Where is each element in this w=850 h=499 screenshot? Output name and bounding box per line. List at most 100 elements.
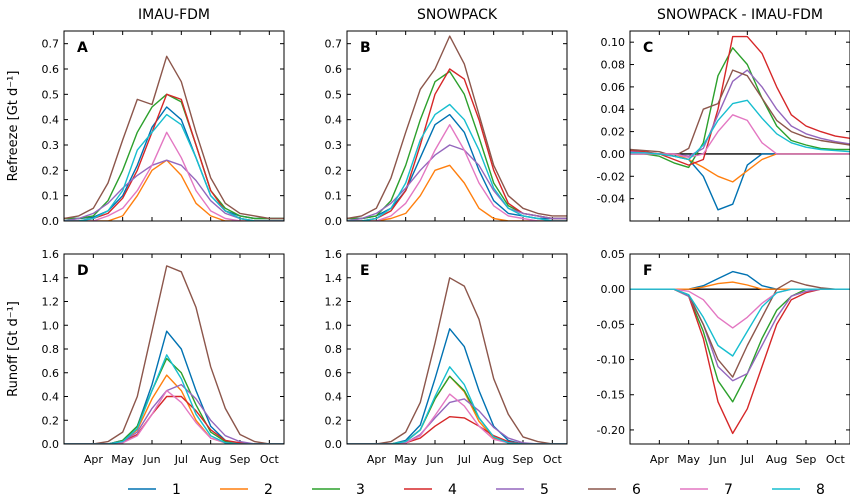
series-line-8 <box>64 113 284 221</box>
y-tick-label: 0.6 <box>42 63 60 76</box>
y-tick-label: 1.4 <box>42 272 60 285</box>
series-line-4 <box>347 416 567 444</box>
x-tick-label: Aug <box>200 453 221 466</box>
series-line-5 <box>347 144 567 221</box>
series-line-7 <box>64 131 284 221</box>
axes-frame <box>346 30 568 222</box>
y-tick-label: 0.5 <box>42 88 60 101</box>
panel-label: E <box>360 263 370 279</box>
y-tick-label: 1.6 <box>325 248 343 261</box>
y-tick-label: 0.5 <box>325 88 343 101</box>
y-tick-label: 0.0 <box>42 438 60 451</box>
series-line-5 <box>347 398 567 444</box>
series-line-1 <box>347 113 567 220</box>
x-tick-label: Jul <box>740 453 754 466</box>
series-line-4 <box>630 35 850 166</box>
legend-label-7: 7 <box>724 482 733 498</box>
series-line-3 <box>347 70 567 220</box>
y-tick-label: 0.7 <box>42 38 60 51</box>
series-line-1 <box>347 328 567 444</box>
axes-frame <box>629 30 850 222</box>
panel-label: C <box>643 40 653 56</box>
series-line-8 <box>64 354 284 444</box>
y-tick-label: 0.0 <box>42 215 60 228</box>
series-line-8 <box>630 99 850 161</box>
x-tick-label: Apr <box>650 453 670 466</box>
legend-label-4: 4 <box>448 482 457 498</box>
series-line-7 <box>347 393 567 444</box>
panel-label: D <box>77 263 89 279</box>
series-line-1 <box>64 330 284 444</box>
series-line-3 <box>347 375 567 444</box>
series-line-6 <box>347 277 567 444</box>
y-tick-label: 0.6 <box>42 367 60 380</box>
x-tick-label: May <box>394 453 417 466</box>
y-tick-label: -0.04 <box>597 193 625 206</box>
y-tick-label: 1.2 <box>325 296 343 309</box>
x-tick-label: Jun <box>142 453 160 466</box>
x-tick-label: Jul <box>457 453 471 466</box>
y-tick-label: 0.00 <box>601 148 626 161</box>
panel-D: 0.0 0.2 0.4 0.6 0.8 1.0 1.2 1.4 1.6 Apr May Jun Jul A… <box>6 248 285 466</box>
y-tick-label: -0.20 <box>597 424 625 437</box>
y-tick-label: 0.2 <box>325 164 343 177</box>
y-tick-label: 0.08 <box>601 59 626 72</box>
x-tick-label: Jun <box>708 453 726 466</box>
series-line-2 <box>64 374 284 444</box>
series-line-3 <box>64 357 284 444</box>
y-tick-label: 1.0 <box>325 319 343 332</box>
y-tick-label: 0.6 <box>325 367 343 380</box>
legend-label-2: 2 <box>264 482 273 498</box>
series-line-6 <box>630 69 850 157</box>
axes-frame <box>63 253 285 445</box>
panel-E: 0.0 0.2 0.4 0.6 0.8 1.0 1.2 1.4 1.6 Apr May Jun Jul A… <box>325 248 568 466</box>
x-tick-label: Jun <box>425 453 443 466</box>
panel-A: 0.0 0.1 0.2 0.3 0.4 0.5 0.6 0.7 A Refreeze [Gt d⁻… <box>6 30 285 228</box>
series-line-5 <box>64 383 284 444</box>
x-tick-label: Apr <box>367 453 387 466</box>
y-tick-label: 0.2 <box>42 164 60 177</box>
panel-label: B <box>360 40 371 56</box>
series-group <box>347 277 567 444</box>
y-tick-label: 0.6 <box>325 63 343 76</box>
y-tick-label: 0.06 <box>601 81 626 94</box>
series-line-6 <box>630 280 850 378</box>
series-line-8 <box>630 288 850 357</box>
x-tick-label: May <box>111 453 134 466</box>
y-tick-label: -0.15 <box>597 389 625 402</box>
series-line-2 <box>64 159 284 221</box>
axes-frame <box>63 30 285 222</box>
y-tick-label: 0.04 <box>601 103 626 116</box>
series-line-4 <box>347 68 567 221</box>
y-tick-label: 0.00 <box>601 283 626 296</box>
y-tick-label: 1.2 <box>42 296 60 309</box>
series-line-5 <box>630 288 850 382</box>
y-tick-label: 0.10 <box>601 36 626 49</box>
y-tick-label: 0.0 <box>325 438 343 451</box>
series-line-6 <box>347 35 567 220</box>
legend-label-1: 1 <box>172 482 181 498</box>
y-tick-label: 0.02 <box>601 126 626 139</box>
series-line-4 <box>64 395 284 444</box>
panel-C: -0.04 -0.02 0.00 0.02 0.04 0.06 0.08 0.10 C <box>597 30 850 222</box>
y-tick-label: 0.0 <box>325 215 343 228</box>
y-tick-label: 1.4 <box>325 272 343 285</box>
legend-label-3: 3 <box>356 482 365 498</box>
series-line-6 <box>64 265 284 444</box>
axes-frame <box>346 253 568 445</box>
series-line-1 <box>630 153 850 211</box>
series-line-3 <box>630 288 850 403</box>
y-axis-label: Refreeze [Gt d⁻¹] <box>6 71 21 182</box>
y-tick-label: 0.3 <box>325 139 343 152</box>
x-tick-label: Sep <box>513 453 534 466</box>
panel-B: 0.0 0.1 0.2 0.3 0.4 0.5 0.6 0.7 B <box>325 30 568 228</box>
series-line-7 <box>630 114 850 159</box>
series-line-5 <box>630 69 850 157</box>
y-tick-label: 1.0 <box>42 319 60 332</box>
series-line-2 <box>630 281 850 290</box>
panel-label: F <box>643 263 653 279</box>
series-group <box>630 270 850 435</box>
series-group <box>630 35 850 211</box>
y-tick-label: 0.2 <box>42 414 60 427</box>
